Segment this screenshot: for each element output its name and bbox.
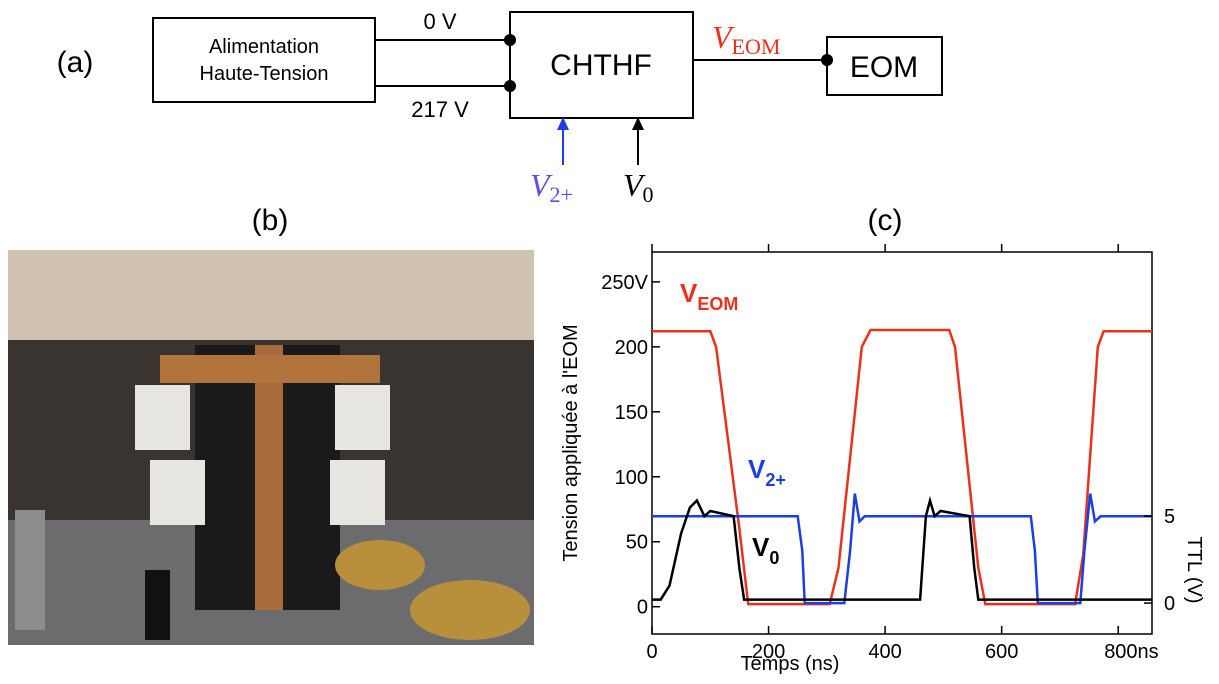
arrowhead — [632, 117, 644, 130]
connector — [504, 34, 516, 46]
panel-label: (b) — [252, 204, 289, 237]
series-label: V2+ — [748, 454, 786, 490]
plot: VEOM V2+ V0 — [652, 278, 1152, 606]
driver-box — [509, 11, 694, 119]
supply-box — [152, 17, 376, 103]
supply-label: Haute-Tension — [200, 63, 329, 85]
input-label: V0 — [623, 167, 654, 207]
driver-label: CHTHF — [550, 49, 652, 82]
supply-label: Alimentation — [209, 36, 319, 58]
arrowhead — [557, 117, 569, 130]
y-tick-label: 50 — [626, 532, 648, 554]
output-label: VEOM — [712, 19, 780, 59]
x-tick-label: 0 — [646, 641, 657, 663]
x-axis-label: Temps (ns) — [741, 653, 840, 675]
photo — [8, 250, 534, 645]
series-line — [652, 495, 1152, 601]
eom-label: EOM — [850, 51, 918, 84]
y-tick-label: 150 — [615, 402, 648, 424]
y-tick-label: 250V — [601, 272, 648, 294]
input-label: V2+ — [530, 167, 573, 207]
y-tick-label: 100 — [615, 467, 648, 489]
wire-label: 0 V — [423, 9, 456, 34]
y2-tick-label: 0 — [1164, 593, 1175, 615]
wire-label: 217 V — [411, 97, 469, 122]
series-line — [652, 328, 1152, 606]
y2-tick-label: 5 — [1164, 506, 1175, 528]
connector — [504, 80, 516, 92]
y-tick-label: 0 — [637, 597, 648, 619]
x-tick-label: 600 — [985, 641, 1018, 663]
series-label: V0 — [752, 532, 779, 568]
y2-axis-label: TTL (V) — [1183, 536, 1205, 603]
x-tick-label: 200 — [752, 641, 785, 663]
series-line — [652, 493, 1152, 605]
panel-label: (a) — [57, 46, 94, 79]
connector — [821, 54, 833, 66]
plot-frame — [651, 251, 1153, 635]
y-tick-label: 200 — [615, 337, 648, 359]
x-tick-label: 400 — [868, 641, 901, 663]
x-tick-label: 800ns — [1104, 641, 1159, 663]
series-label: VEOM — [680, 278, 738, 314]
y-axis-label: Tension appliquée à l'EOM — [560, 324, 582, 561]
panel-label: (c) — [868, 204, 903, 237]
